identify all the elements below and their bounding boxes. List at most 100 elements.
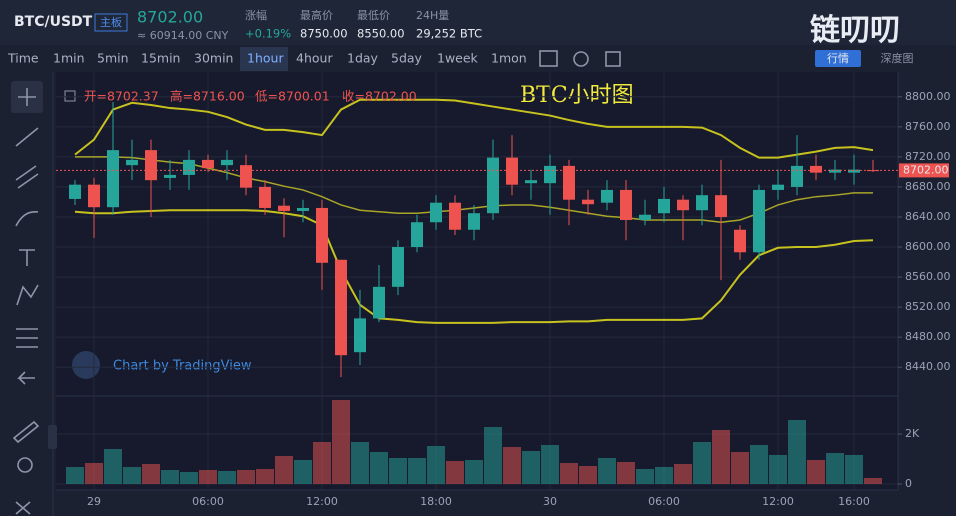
interval[interactable]: 1week [437,51,479,66]
screenshot-icon[interactable] [605,51,621,67]
fib-tool[interactable] [15,165,39,189]
interval[interactable]: 1day [347,51,379,66]
candle-body [715,195,727,217]
legend-toggle[interactable] [64,90,76,102]
y-tick-label: 8520.00 [905,300,951,313]
ohlc-legend: 开=8702.37 [84,89,159,104]
volume-bar [313,442,331,484]
candle-body [259,186,271,208]
candle-body [487,157,499,214]
stat-value: 29,252 BTC [416,27,482,41]
y-tick-label: 8640.00 [905,210,951,223]
pair[interactable]: BTC/USDT [14,14,93,30]
candle-body [202,159,214,169]
candle-body [620,189,632,220]
volume-bar [560,463,578,484]
volume-bar [693,442,711,484]
indicator-icon[interactable] [539,50,558,67]
last-price: 8702.00 [137,8,203,27]
volume-bar [807,460,825,484]
back-tool[interactable] [17,371,35,385]
candle-body [411,222,423,248]
board: 主板 [100,15,122,29]
candle-body [145,150,157,181]
measure-tool[interactable] [12,420,40,444]
trendline-tool[interactable] [15,127,39,147]
candle-body [430,202,442,223]
candle-body [601,189,613,203]
band-line [74,209,874,324]
remove-tool[interactable] [15,501,31,515]
candle-body [164,174,176,178]
candle-body [335,259,347,356]
interval[interactable]: 5day [391,51,423,66]
candle-body [772,184,784,190]
volume-bar [788,420,806,484]
crosshair-tool[interactable] [18,88,36,106]
volume-bar [370,452,388,484]
collapse-tab[interactable] [48,425,57,449]
interval[interactable]: 4hour [296,51,333,66]
candle-body [848,169,860,173]
candle-body [449,202,461,230]
volume-bar [750,445,768,484]
stat-label: 涨幅 [245,9,267,22]
y-tick-label: 8440.00 [905,360,951,373]
interval[interactable]: 1min [53,51,85,66]
interval[interactable]: 1hour [247,51,284,66]
interval[interactable]: 1mon [491,51,527,66]
settings-icon[interactable] [573,51,589,67]
volume-bar [389,458,407,484]
volume-bar [218,471,236,484]
volume-bar [408,458,426,484]
candle-body [126,159,138,166]
volume-bar [617,462,635,484]
candle-body [810,165,822,173]
brush-tool[interactable] [15,210,39,227]
volume-bar [66,467,84,484]
prediction-tool[interactable] [16,328,38,348]
candle-body [506,157,518,185]
interval[interactable]: 30min [194,51,233,66]
candle-body [734,229,746,253]
interval[interactable]: 5min [97,51,129,66]
candle-body [354,318,366,353]
candle-body [753,189,765,253]
pattern-tool[interactable] [16,284,39,306]
volume-bar [598,458,616,484]
volume-bar [465,460,483,484]
volume-bar [674,464,692,484]
zoom-tool[interactable] [17,457,33,473]
y-tick-label: 8560.00 [905,270,951,283]
candle-body [563,165,575,200]
volume-bar [275,456,293,484]
volume-bar [484,427,502,484]
volume-bar [522,451,540,484]
volume-bar [104,449,122,484]
candle-body [69,184,81,199]
interval[interactable]: Time [7,51,39,66]
ohlc-legend: 低=8700.01 [255,89,330,104]
candle-body [88,184,100,208]
candle-body [373,286,385,319]
x-tick-label: 16:00 [838,495,870,508]
interval[interactable]: 15min [141,51,180,66]
x-tick-label: 06:00 [192,495,224,508]
candle-body [221,159,233,166]
volume-bar [636,469,654,484]
volume-bar [351,442,369,484]
volume-bar [503,447,521,484]
text-tool[interactable] [19,249,35,266]
candle-body [240,165,252,188]
y-tick-label: 8480.00 [905,330,951,343]
watermark: Chart by TradingView [113,359,252,374]
last-price-label: 8702.00 [903,163,949,176]
board-badge [94,13,128,32]
tab[interactable]: 深度图 [881,51,914,65]
tab[interactable]: 行情 [827,52,849,65]
logo: 链叨叨 [810,13,900,48]
volume-bar [142,464,160,484]
cny-price: ≈ 60914.00 CNY [137,29,229,42]
stat-label: 24H量 [416,9,449,22]
